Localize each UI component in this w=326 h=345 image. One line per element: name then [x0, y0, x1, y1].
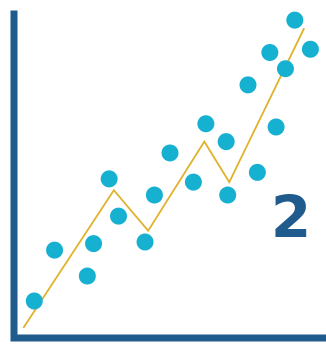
scatter-point-16 — [261, 44, 279, 61]
trend-line — [22, 27, 305, 329]
scatter-point-18 — [276, 60, 294, 78]
scatter-point-6 — [110, 207, 128, 225]
scatter-point-5 — [100, 170, 118, 188]
scatter-point-15 — [248, 163, 266, 181]
scatter-point-10 — [184, 173, 202, 191]
scatter-point-14 — [239, 76, 257, 94]
points-layer — [25, 11, 319, 310]
scatter-point-2 — [46, 241, 64, 259]
scatter-point-19 — [286, 11, 304, 29]
annotation-number: 2 — [271, 183, 311, 251]
scatter-point-8 — [145, 186, 163, 204]
trend-layer — [22, 27, 305, 329]
scatter-point-13 — [219, 186, 237, 204]
axes — [10, 10, 326, 342]
scatter-point-12 — [217, 133, 235, 151]
scatter-point-11 — [197, 115, 215, 133]
scatter-point-20 — [301, 40, 319, 58]
scatter-point-17 — [267, 118, 285, 136]
scatter-point-1 — [25, 292, 43, 310]
scatter-point-4 — [85, 235, 103, 253]
scatter-point-3 — [78, 267, 96, 285]
scatter-point-7 — [136, 233, 154, 251]
scatter-point-9 — [161, 144, 179, 162]
